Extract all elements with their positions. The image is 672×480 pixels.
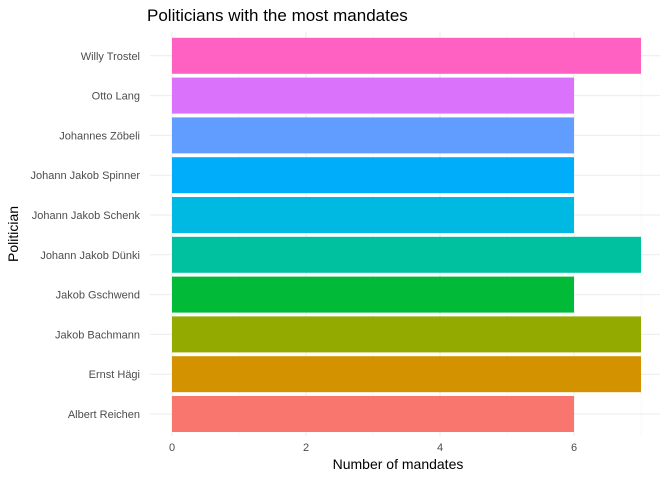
bar	[172, 157, 574, 194]
y-tick-label: Johann Jakob Spinner	[31, 170, 141, 182]
x-axis-title: Number of mandates	[333, 456, 464, 472]
x-tick-label: 4	[437, 442, 443, 454]
y-axis-title: Politician	[5, 206, 21, 262]
y-tick-label: Johann Jakob Schenk	[32, 210, 141, 222]
y-tick-label: Jakob Bachmann	[55, 329, 140, 341]
x-tick-label: 2	[303, 442, 309, 454]
bar	[172, 276, 574, 313]
bar	[172, 356, 641, 393]
y-tick-label: Jakob Gschwend	[56, 290, 140, 302]
bar	[172, 236, 641, 273]
y-tick-label: Johannes Zöbeli	[59, 130, 140, 142]
y-tick-label: Otto Lang	[92, 91, 140, 103]
y-tick-labels: Albert Reichen Ernst Hägi Jakob Bachmann Ja…	[31, 51, 141, 421]
y-tick-label: Albert Reichen	[68, 409, 140, 421]
bar	[172, 197, 574, 233]
chart-title: Politicians with the most mandates	[147, 6, 408, 25]
bar	[172, 37, 641, 74]
y-tick-label: Johann Jakob Dünki	[40, 250, 140, 262]
y-tick-label: Ernst Hägi	[89, 369, 140, 381]
x-tick-label: 0	[169, 442, 175, 454]
bars	[172, 37, 641, 432]
bar	[172, 316, 641, 353]
bar	[172, 77, 574, 114]
bar	[172, 117, 574, 154]
y-tick-label: Willy Trostel	[81, 51, 140, 63]
x-tick-labels: 0 2 4 6	[169, 442, 577, 454]
x-tick-label: 6	[571, 442, 577, 454]
bar	[172, 396, 574, 432]
